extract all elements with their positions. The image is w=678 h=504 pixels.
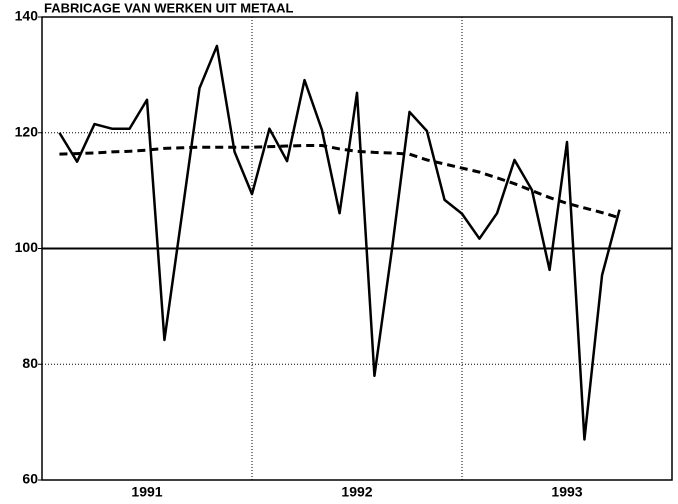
- y-tick-label: 80: [22, 355, 38, 371]
- x-tick-label: 1992: [341, 484, 372, 500]
- chart-title: FABRICAGE VAN WERKEN UIT METAAL: [44, 0, 293, 15]
- x-tick-label: 1993: [551, 484, 582, 500]
- y-tick-label: 60: [22, 471, 38, 487]
- series-line: [58, 44, 621, 441]
- x-tick-label: 1991: [131, 484, 162, 500]
- series-line: [59, 143, 620, 220]
- y-tick-label: 120: [15, 123, 39, 139]
- y-tick-label: 100: [15, 239, 39, 255]
- y-tick-label: 140: [15, 8, 39, 24]
